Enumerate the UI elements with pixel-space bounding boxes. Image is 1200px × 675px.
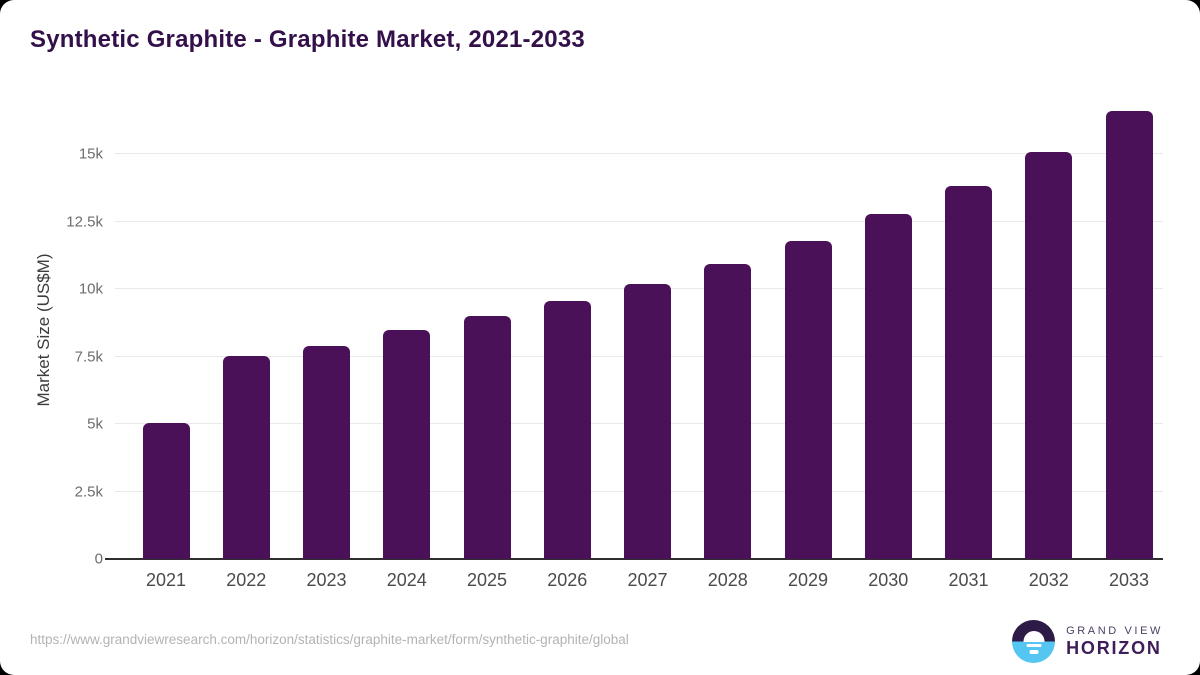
bar-2030 (864, 214, 912, 559)
x-tick-label: 2031 (948, 570, 989, 590)
y-tick-label: 15k (78, 145, 103, 163)
x-tick-label: 2022 (226, 570, 267, 590)
x-tick-label: 2023 (306, 570, 347, 590)
y-tick-label: 5k (87, 415, 103, 433)
bar-2027 (624, 283, 671, 559)
source-url: https://www.grandviewresearch.com/horizo… (30, 632, 629, 647)
x-tick-label: 2024 (386, 570, 427, 590)
bar-2021 (142, 422, 190, 559)
y-tick-label: 10k (78, 280, 103, 298)
gridline (115, 220, 1163, 222)
x-tick-label: 2032 (1028, 570, 1069, 590)
x-tick-label: 2030 (868, 570, 909, 590)
bar-2032 (1025, 151, 1073, 559)
brand-line1: GRAND VIEW (1066, 624, 1163, 637)
y-tick-label: 7.5k (74, 348, 103, 366)
bar-2024 (383, 330, 431, 559)
x-tick-label: 2025 (466, 570, 508, 590)
y-axis-title: Market Size (US$M) (34, 253, 53, 407)
brand-logo: GRAND VIEW HORIZON (1012, 620, 1163, 663)
bar-2026 (543, 301, 591, 559)
plot-area: 0 2.5k 5k 7.5k 10k 12.5k 15k 2021 2022 2023 2024 20… (66, 95, 1163, 590)
bar-2028 (704, 263, 752, 559)
x-tick-label: 2029 (787, 570, 829, 590)
horizon-sunrise-icon (1012, 620, 1056, 663)
brand-name: GRAND VIEW HORIZON (1066, 625, 1163, 659)
chart-title: Synthetic Graphite - Graphite Market, 20… (30, 26, 585, 53)
y-tick-label: 12.5k (66, 213, 103, 231)
x-tick-label: 2033 (1108, 570, 1150, 590)
x-tick-label: 2027 (627, 570, 668, 590)
y-tick-label: 2.5k (74, 483, 103, 501)
bar-2025 (463, 316, 511, 559)
bar-2031 (945, 185, 992, 559)
x-tick-label: 2021 (145, 570, 187, 590)
brand-line2: HORIZON (1066, 637, 1162, 658)
bar-2022 (222, 356, 270, 559)
bar-2023 (303, 345, 350, 559)
x-tick-label: 2028 (707, 570, 748, 590)
x-axis-line (105, 558, 1163, 560)
x-tick-label: 2026 (547, 570, 588, 590)
y-tick-label: 0 (94, 550, 103, 568)
bar-2029 (784, 240, 832, 559)
gridline (115, 153, 1163, 155)
bar-2033 (1105, 111, 1153, 559)
